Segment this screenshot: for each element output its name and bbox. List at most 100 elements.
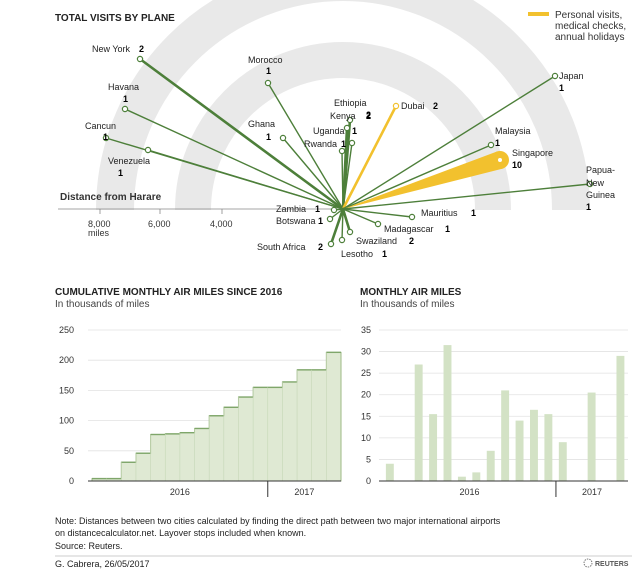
label-venezuela-count: 1 bbox=[118, 168, 123, 178]
label-ethiopia-count: 2 bbox=[366, 110, 371, 120]
cumulative-ytick-label: 150 bbox=[59, 385, 74, 395]
monthly-bar bbox=[530, 409, 538, 481]
cumulative-ytick-label: 50 bbox=[64, 446, 74, 456]
cumulative-subtitle: In thousands of miles bbox=[55, 299, 150, 310]
label-botswana-count: 1 bbox=[318, 216, 323, 226]
monthly-bar bbox=[472, 472, 481, 481]
legend-line: Personal visits, bbox=[555, 10, 622, 21]
legend-line: annual holidays bbox=[555, 32, 625, 43]
monthly-bar bbox=[558, 442, 567, 481]
route-malaysia bbox=[342, 144, 492, 210]
label-uganda-name: Uganda bbox=[313, 126, 345, 136]
label-lesotho-name: Lesotho bbox=[341, 249, 373, 259]
route-swaziland-dot bbox=[346, 228, 354, 236]
label-ghana-count: 1 bbox=[266, 132, 271, 142]
cumulative-ytick-label: 0 bbox=[69, 476, 74, 486]
label-lesotho-count: 1 bbox=[382, 249, 387, 259]
legend: Personal visits, medical checks, annual ho… bbox=[528, 10, 626, 43]
cumulative-chart: 250 200 150 100 50 0 2016 2017 bbox=[59, 325, 342, 497]
route-singapore-dot bbox=[496, 156, 504, 164]
monthly-ytick-label: 35 bbox=[361, 325, 371, 335]
label-morocco-count: 1 bbox=[266, 66, 271, 76]
label-new-york-name: New York bbox=[92, 44, 131, 54]
monthly-ytick-label: 0 bbox=[366, 476, 371, 486]
cumulative-year-label-2017: 2017 bbox=[294, 487, 314, 497]
route-japan bbox=[342, 75, 556, 210]
reuters-logo-text: REUTERS bbox=[595, 561, 629, 568]
cumulative-year-label-2016: 2016 bbox=[170, 487, 190, 497]
route-mauritius bbox=[342, 208, 413, 218]
distance-axis-label: Distance from Harare bbox=[60, 192, 162, 203]
route-madagascar-dot bbox=[374, 220, 382, 228]
label-ethiopia-name: Ethiopia bbox=[334, 98, 367, 108]
visits-panel: TOTAL VISITS BY PLANE Personal visits, me… bbox=[55, 0, 626, 259]
label-uganda-count: 1 bbox=[352, 126, 357, 136]
distance-tick-unit: miles bbox=[88, 228, 110, 238]
legend-label: Personal visits, medical checks, annual ho… bbox=[555, 10, 626, 43]
route-havana bbox=[124, 108, 344, 210]
label-papua-new-guinea-count: 1 bbox=[586, 202, 591, 212]
route-south-africa-dot bbox=[327, 240, 335, 248]
cumulative-ytick-label: 100 bbox=[59, 416, 74, 426]
label-singapore-count: 10 bbox=[512, 160, 522, 170]
footer-note-continued: on distancecalculator.net. Layover stops… bbox=[55, 528, 306, 538]
monthly-ytick-label: 30 bbox=[361, 347, 371, 357]
route-lines bbox=[102, 55, 594, 248]
route-morocco-dot bbox=[264, 79, 272, 87]
label-malaysia-count: 1 bbox=[495, 138, 500, 148]
route-malaysia-dot bbox=[487, 141, 495, 149]
cumulative-ytick-label: 250 bbox=[59, 325, 74, 335]
footer: Note: Distances between two cities calcu… bbox=[55, 516, 632, 569]
route-labels: New York 2Morocco1Havana1Cancun1Venezuela… bbox=[85, 44, 615, 259]
route-ethiopia-dot bbox=[346, 116, 354, 124]
monthly-ytick-label: 20 bbox=[361, 390, 371, 400]
monthly-bar bbox=[486, 450, 495, 481]
label-havana-count: 1 bbox=[123, 94, 128, 104]
label-venezuela-name: Venezuela bbox=[108, 156, 150, 166]
route-ghana-dot bbox=[279, 134, 287, 142]
distance-tick-number: 8,000 bbox=[88, 219, 111, 229]
route-madagascar bbox=[342, 208, 379, 225]
cumulative-ytick-label: 200 bbox=[59, 355, 74, 365]
monthly-title: MONTHLY AIR MILES bbox=[360, 287, 462, 298]
cumulative-title: CUMULATIVE MONTHLY AIR MILES SINCE 2016 bbox=[55, 287, 283, 298]
route-singapore bbox=[343, 151, 503, 209]
route-japan-dot bbox=[551, 72, 559, 80]
route-lesotho-dot bbox=[338, 236, 346, 244]
distance-tick-label-4000: 4,000 bbox=[210, 219, 233, 229]
monthly-year-label-2016: 2016 bbox=[459, 487, 479, 497]
label-morocco-name: Morocco bbox=[248, 55, 283, 65]
label-south-africa-name: South Africa bbox=[257, 242, 306, 252]
label-zambia-name: Zambia bbox=[276, 204, 306, 214]
label-south-africa-count: 2 bbox=[318, 242, 323, 252]
route-kenya bbox=[341, 126, 349, 211]
label-madagascar-name: Madagascar bbox=[384, 224, 434, 234]
route-dubai bbox=[341, 104, 398, 211]
label-zambia-count: 1 bbox=[315, 204, 320, 214]
label-kenya-count: 2 bbox=[366, 111, 371, 121]
monthly-bar bbox=[616, 355, 625, 481]
label-rwanda-name: Rwanda bbox=[304, 139, 337, 149]
route-swaziland bbox=[341, 207, 352, 234]
monthly-bar bbox=[515, 420, 524, 481]
monthly-bar bbox=[501, 390, 510, 481]
monthly-ytick-label: 5 bbox=[366, 454, 371, 464]
footer-credit: G. Cabrera, 26/05/2017 bbox=[55, 559, 150, 569]
distance-tick-label-8000: 8,000 miles bbox=[88, 219, 111, 238]
label-swaziland-name: Swaziland bbox=[356, 236, 397, 246]
distance-axis: Distance from Harare 8,000 miles 6,000 4,… bbox=[58, 192, 338, 238]
legend-line: medical checks, bbox=[555, 21, 626, 32]
label-new-york-count: 2 bbox=[139, 44, 144, 54]
label-papua-new-guinea-name: New bbox=[586, 178, 605, 188]
monthly-ytick-label: 25 bbox=[361, 368, 371, 378]
label-malaysia-name: Malaysia bbox=[495, 126, 531, 136]
route-cancun-dot bbox=[102, 134, 110, 142]
route-ghana bbox=[282, 137, 344, 210]
monthly-bar bbox=[443, 345, 452, 481]
monthly-year-label-2017: 2017 bbox=[582, 487, 602, 497]
footer-note: Note: Distances between two cities calcu… bbox=[55, 516, 501, 526]
cumulative-panel: CUMULATIVE MONTHLY AIR MILES SINCE 2016 … bbox=[55, 287, 342, 497]
label-dubai-count: 2 bbox=[433, 101, 438, 111]
route-venezuela-dot bbox=[144, 146, 152, 154]
monthly-bar bbox=[429, 414, 438, 481]
